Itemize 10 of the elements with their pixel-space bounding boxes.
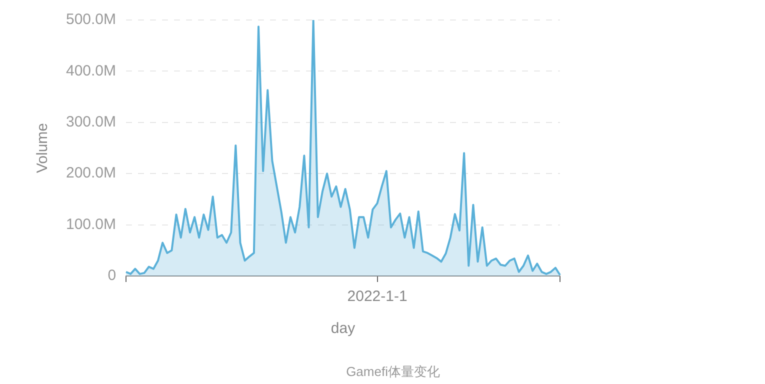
- y-tick-label: 500.0M: [66, 11, 116, 28]
- y-tick-label: 0: [108, 267, 116, 284]
- y-axis-title: Volume: [34, 122, 52, 174]
- y-tick-label: 100.0M: [66, 216, 116, 233]
- x-tick-label: 2022-1-1: [347, 288, 408, 306]
- y-tick-label: 400.0M: [66, 62, 116, 80]
- text: Gamefi体量变化: [346, 364, 440, 379]
- x-axis-title: day: [330, 320, 356, 338]
- y-tick-label: 300.0M: [66, 114, 116, 131]
- y-tick-label: 200.0M: [66, 164, 116, 182]
